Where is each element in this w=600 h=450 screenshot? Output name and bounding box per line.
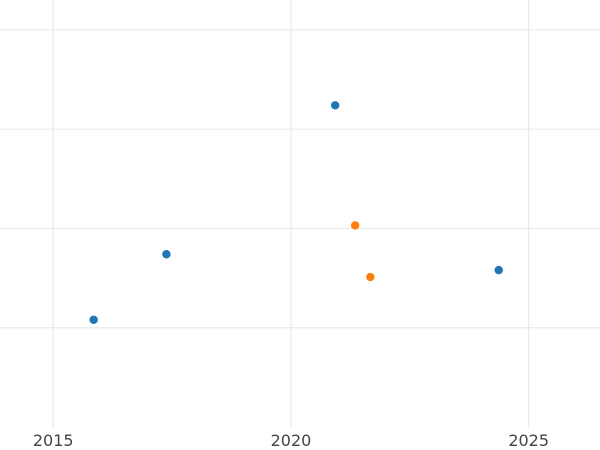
- x-tick-label-2025: 2025: [508, 431, 549, 450]
- point-series-2-1: [350, 221, 360, 230]
- data-points: [89, 101, 503, 324]
- point-series-2-2: [366, 272, 375, 282]
- point-series-1-4: [494, 265, 503, 275]
- x-axis-ticks: 2015 2020 2025: [33, 431, 549, 450]
- x-tick-label-2020: 2020: [271, 431, 312, 450]
- x-tick-label-2015: 2015: [33, 431, 74, 450]
- point-series-1-2: [162, 250, 171, 259]
- point-series-1-3: [330, 101, 340, 110]
- point-series-1-1: [89, 315, 98, 324]
- grid: [0, 0, 600, 427]
